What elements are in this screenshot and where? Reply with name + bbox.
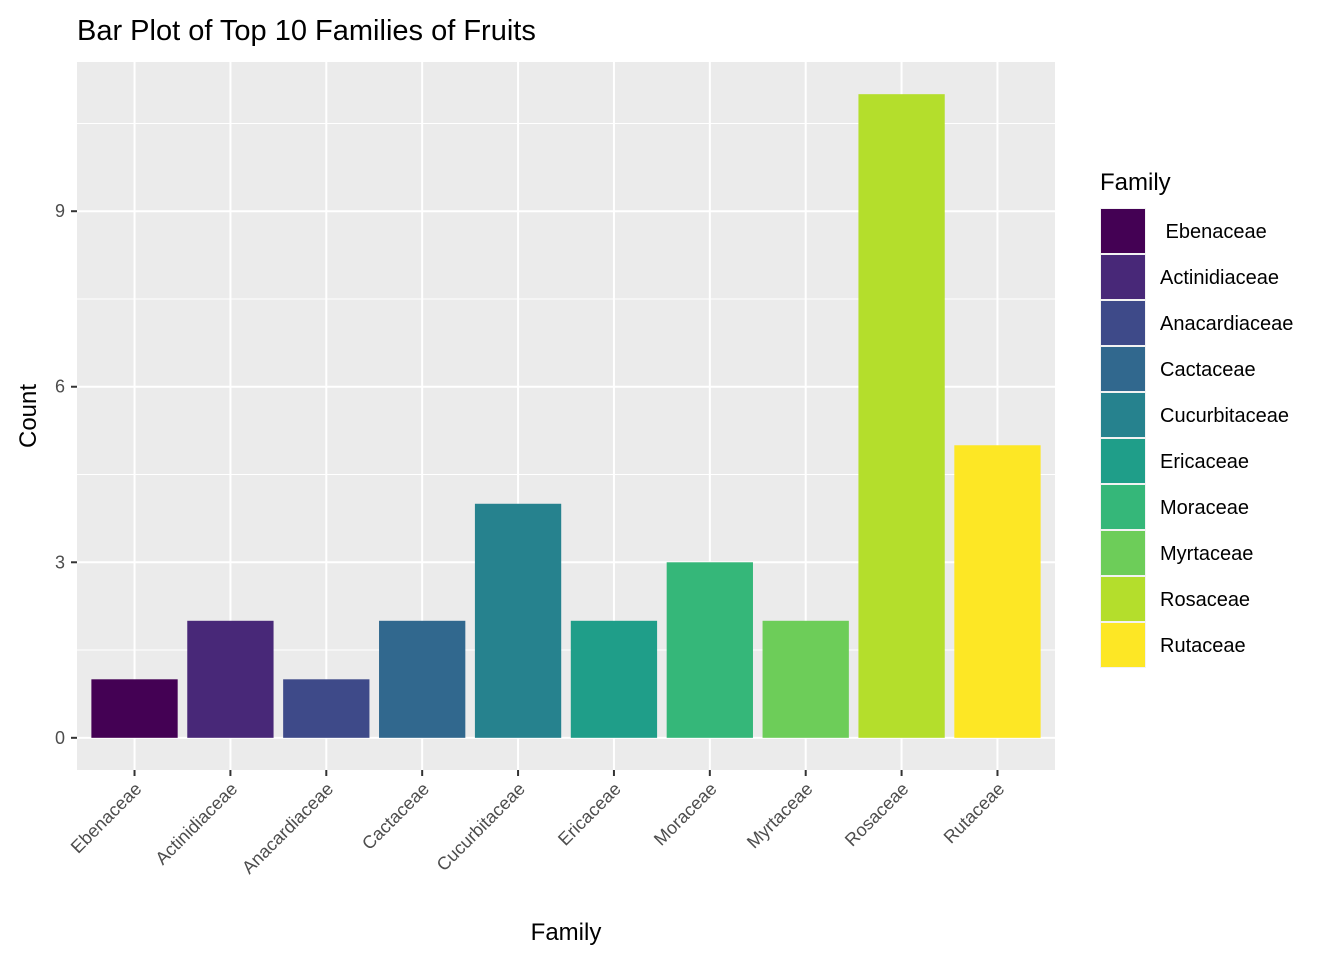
bar-moraceae — [666, 562, 753, 738]
bar-ebenaceae — [91, 679, 178, 738]
x-tick-label: Actinidiaceae — [151, 779, 241, 869]
bar-actinidiaceae — [187, 620, 274, 738]
bar-cactaceae — [379, 620, 466, 738]
legend-label: Cucurbitaceae — [1160, 405, 1289, 427]
bar-rutaceae — [954, 445, 1041, 738]
y-tick-label: 6 — [55, 377, 65, 397]
x-axis-title: Family — [531, 919, 602, 946]
legend-key-swatch — [1101, 577, 1145, 621]
y-tick-label: 9 — [55, 201, 65, 221]
x-tick-label: Anacardiaceae — [238, 779, 337, 878]
y-tick-label: 3 — [55, 552, 65, 572]
legend: Family Ebenaceae Actinidiaceae Anacardiace… — [1100, 169, 1293, 668]
legend-title: Family — [1100, 169, 1171, 196]
x-tick-label: Myrtaceae — [743, 779, 817, 853]
legend-key-swatch — [1101, 301, 1145, 345]
legend-key-swatch — [1101, 485, 1145, 529]
legend-label: Rosaceae — [1160, 589, 1250, 611]
legend-label: Ericaceae — [1160, 451, 1249, 473]
legend-key-swatch — [1101, 255, 1145, 299]
bar-myrtaceae — [762, 620, 849, 738]
x-tick-label: Ebenaceae — [67, 779, 146, 858]
legend-key-swatch — [1101, 531, 1145, 575]
legend-key-swatch — [1101, 347, 1145, 391]
x-tick-label: Cucurbitaceae — [433, 779, 529, 875]
legend-label: Rutaceae — [1160, 635, 1246, 657]
bars — [91, 94, 1041, 738]
y-axis: 0 3 6 9 — [55, 201, 77, 748]
y-tick-label: 0 — [55, 728, 65, 748]
x-tick-label: Rutaceae — [940, 779, 1009, 848]
x-tick-label: Rosaceae — [841, 779, 912, 850]
bar-ericaceae — [570, 620, 658, 738]
legend-label: Ebenaceae — [1160, 221, 1267, 243]
legend-key-swatch — [1101, 623, 1145, 667]
x-tick-label: Moraceae — [650, 779, 721, 850]
y-axis-title: Count — [15, 384, 42, 448]
x-tick-label: Cactaceae — [358, 779, 433, 854]
x-tick-label: Ericaceae — [554, 779, 625, 850]
bar-cucurbitaceae — [474, 503, 562, 738]
legend-label: Cactaceae — [1160, 359, 1256, 381]
legend-key-swatch — [1101, 393, 1145, 437]
bar-rosaceae — [858, 94, 945, 738]
bar-anacardiaceae — [283, 679, 370, 738]
legend-key-swatch — [1101, 439, 1145, 483]
chart-title: Bar Plot of Top 10 Families of Fruits — [77, 15, 536, 47]
legend-label: Myrtaceae — [1160, 543, 1253, 565]
legend-key-swatch — [1101, 209, 1145, 253]
legend-label: Actinidiaceae — [1160, 267, 1279, 289]
legend-label: Anacardiaceae — [1160, 313, 1293, 335]
legend-label: Moraceae — [1160, 497, 1249, 519]
